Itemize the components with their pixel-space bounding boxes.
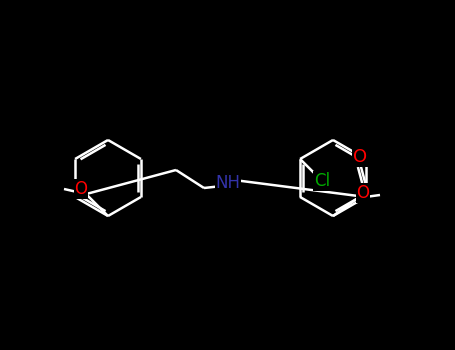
Text: O: O	[357, 184, 369, 202]
Text: O: O	[75, 180, 87, 198]
Text: O: O	[353, 148, 367, 166]
Text: NH: NH	[216, 174, 241, 192]
Text: Cl: Cl	[314, 172, 330, 190]
